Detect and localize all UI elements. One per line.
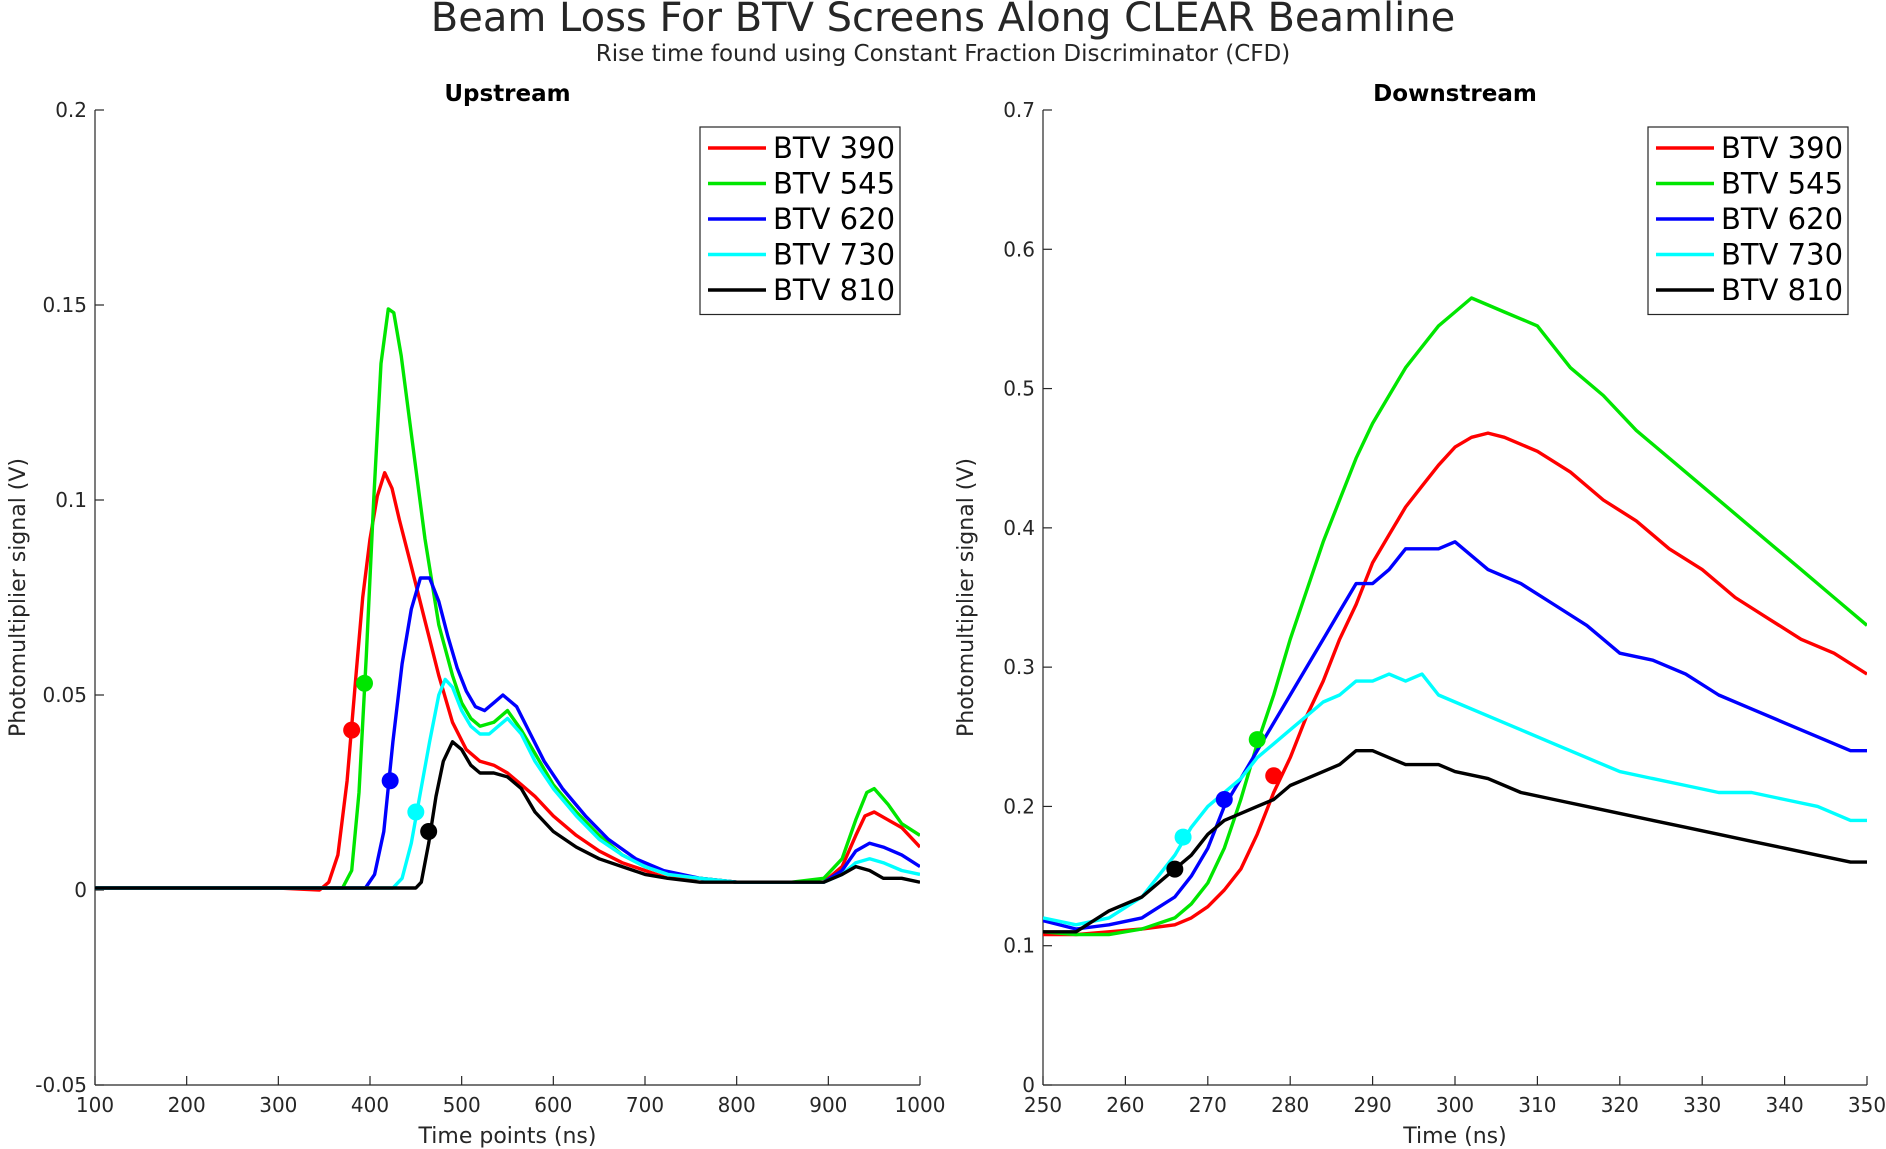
upstream-x-tick-label: 300 bbox=[259, 1093, 297, 1117]
upstream-cfd-marker-btv-620 bbox=[381, 772, 399, 790]
upstream-cfd-marker-btv-390 bbox=[343, 721, 361, 739]
upstream-y-tick-label: 0.2 bbox=[55, 98, 87, 122]
downstream-legend-label: BTV 620 bbox=[1721, 202, 1843, 236]
downstream-y-tick-label: 0.7 bbox=[1003, 98, 1035, 122]
upstream-y-tick-label: 0.15 bbox=[42, 293, 87, 317]
upstream-x-label: Time points (ns) bbox=[418, 1124, 597, 1149]
downstream-y-tick-label: 0 bbox=[1022, 1073, 1035, 1097]
upstream-cfd-marker-btv-730 bbox=[407, 803, 425, 821]
chart-downstream: 250 260 270 280 290 300 310 320 330 340 350 0 0.1 0.2… bbox=[954, 81, 1886, 1149]
upstream-x-tick-label: 900 bbox=[809, 1093, 847, 1117]
upstream-series-btv-810 bbox=[95, 740, 920, 890]
chart-upstream: 100 200 300 400 500 600 700 800 900 1000 -0.05 0 0.0… bbox=[6, 81, 945, 1149]
downstream-y-tick-label: 0.3 bbox=[1003, 655, 1035, 679]
figure-title: Beam Loss For BTV Screens Along CLEAR Be… bbox=[431, 0, 1455, 41]
upstream-y-tick-label: -0.05 bbox=[35, 1073, 87, 1097]
upstream-legend-label: BTV 730 bbox=[773, 238, 895, 272]
downstream-series-btv-545 bbox=[1043, 296, 1867, 937]
downstream-x-tick-label: 320 bbox=[1601, 1093, 1639, 1117]
downstream-y-tick-label: 0.5 bbox=[1003, 377, 1035, 401]
downstream-x-tick-label: 300 bbox=[1436, 1093, 1474, 1117]
upstream-y-tick-label: 0 bbox=[74, 878, 87, 902]
upstream-series-btv-545 bbox=[95, 307, 920, 890]
downstream-y-tick-label: 0.4 bbox=[1003, 516, 1035, 540]
upstream-x-tick-label: 800 bbox=[718, 1093, 756, 1117]
upstream-panel-title: Upstream bbox=[444, 81, 570, 107]
upstream-y-label: Photomultiplier signal (V) bbox=[6, 458, 31, 737]
upstream-legend-label: BTV 390 bbox=[773, 131, 895, 165]
upstream-legend-box bbox=[699, 126, 901, 316]
downstream-x-tick-label: 270 bbox=[1189, 1093, 1227, 1117]
upstream-x-tick-label: 1000 bbox=[895, 1093, 946, 1117]
downstream-legend-label: BTV 390 bbox=[1721, 131, 1843, 165]
downstream-x-tick-label: 290 bbox=[1354, 1093, 1392, 1117]
downstream-legend-box bbox=[1647, 126, 1849, 316]
downstream-y-tick-label: 0.1 bbox=[1003, 934, 1035, 958]
upstream-cfd-marker-btv-810 bbox=[420, 823, 438, 840]
downstream-cfd-marker-btv-810 bbox=[1166, 860, 1184, 878]
downstream-plot-area bbox=[1043, 296, 1867, 937]
upstream-x-tick-label: 200 bbox=[168, 1093, 206, 1117]
downstream-legend-label: BTV 730 bbox=[1721, 238, 1843, 272]
downstream-cfd-marker-btv-545 bbox=[1248, 731, 1266, 749]
downstream-x-tick-label: 310 bbox=[1518, 1093, 1556, 1117]
upstream-y-tick-label: 0.05 bbox=[42, 683, 87, 707]
downstream-x-tick-label: 250 bbox=[1024, 1093, 1062, 1117]
downstream-x-tick-label: 350 bbox=[1848, 1093, 1886, 1117]
downstream-cfd-marker-btv-390 bbox=[1265, 767, 1283, 785]
downstream-legend-label: BTV 545 bbox=[1721, 167, 1843, 201]
upstream-cfd-marker-btv-545 bbox=[356, 674, 373, 692]
upstream-legend-label: BTV 810 bbox=[773, 273, 895, 307]
downstream-cfd-marker-btv-730 bbox=[1174, 828, 1192, 846]
downstream-panel-title: Downstream bbox=[1373, 81, 1537, 107]
downstream-series-btv-810 bbox=[1043, 749, 1867, 934]
upstream-plot-area bbox=[95, 307, 920, 892]
upstream-legend-label: BTV 620 bbox=[773, 202, 895, 236]
upstream-x-tick-label: 400 bbox=[351, 1093, 389, 1117]
downstream-y-tick-label: 0.2 bbox=[1003, 794, 1035, 818]
downstream-series-btv-620 bbox=[1043, 540, 1867, 931]
downstream-x-tick-label: 280 bbox=[1271, 1093, 1309, 1117]
downstream-series-btv-730 bbox=[1043, 672, 1867, 927]
downstream-x-label: Time (ns) bbox=[1402, 1124, 1506, 1149]
upstream-x-tick-label: 600 bbox=[534, 1093, 572, 1117]
downstream-legend-label: BTV 810 bbox=[1721, 273, 1843, 307]
downstream-x-tick-label: 260 bbox=[1106, 1093, 1144, 1117]
downstream-x-tick-label: 330 bbox=[1683, 1093, 1721, 1117]
downstream-y-label: Photomultiplier signal (V) bbox=[954, 458, 979, 737]
downstream-x-tick-label: 340 bbox=[1766, 1093, 1804, 1117]
downstream-series-btv-390 bbox=[1043, 431, 1867, 937]
upstream-x-tick-label: 700 bbox=[626, 1093, 664, 1117]
upstream-x-tick-label: 500 bbox=[443, 1093, 481, 1117]
upstream-legend-label: BTV 545 bbox=[773, 167, 895, 201]
downstream-cfd-marker-btv-620 bbox=[1215, 790, 1233, 808]
figure-subtitle: Rise time found using Constant Fraction … bbox=[596, 41, 1290, 67]
upstream-x-tick-label: 100 bbox=[76, 1093, 114, 1117]
downstream-y-tick-label: 0.6 bbox=[1003, 237, 1035, 261]
upstream-y-tick-label: 0.1 bbox=[55, 488, 87, 512]
